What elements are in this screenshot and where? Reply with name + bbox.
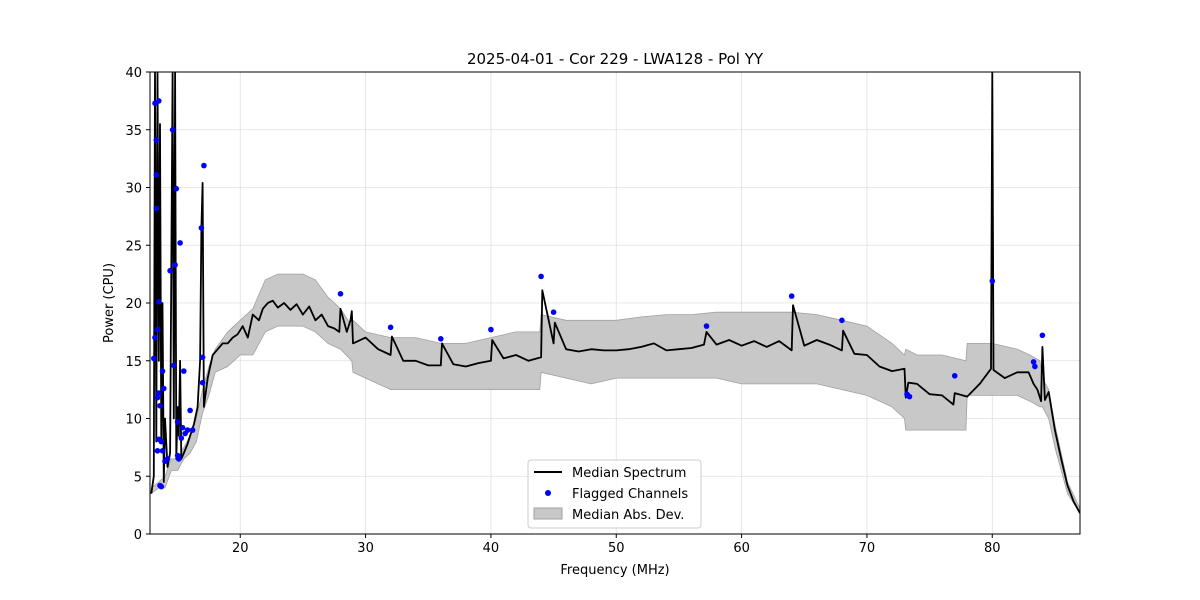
plot-area: [150, 72, 1080, 514]
y-axis-label: Power (CPU): [102, 263, 117, 343]
legend-label-flagged: Flagged Channels: [572, 487, 688, 502]
x-tick-label: 50: [608, 541, 625, 556]
flagged-channel-point: [198, 225, 205, 231]
legend: Median Spectrum Flagged Channels Median …: [527, 459, 702, 529]
flagged-channel-point: [179, 424, 186, 431]
y-tick-label: 35: [125, 124, 142, 139]
flagged-channel-point: [178, 435, 185, 441]
y-tick-label: 30: [125, 182, 142, 197]
flagged-channel-point: [187, 407, 193, 414]
x-tick-label: 40: [483, 541, 500, 556]
flagged-channel-point: [788, 293, 795, 299]
flagged-channel-point: [161, 385, 167, 392]
flagged-channel-point: [154, 448, 161, 454]
flagged-channel-point: [199, 354, 206, 361]
flagged-channel-point: [176, 456, 182, 462]
flagged-channel-point: [201, 162, 207, 169]
flagged-channel-point: [157, 403, 163, 409]
y-tick-label: 20: [125, 297, 142, 312]
x-tick-label: 30: [357, 541, 374, 556]
y-tick-label: 15: [125, 355, 142, 370]
y-tick-label: 0: [134, 528, 142, 543]
flagged-channel-point: [906, 393, 913, 400]
x-axis-label: Frequency (MHz): [560, 563, 669, 578]
legend-label-median: Median Spectrum: [572, 466, 686, 481]
flagged-channel-point: [174, 419, 181, 425]
flagged-channel-point: [156, 299, 162, 305]
x-tick-label: 60: [733, 541, 750, 556]
flagged-channel-point: [169, 127, 176, 133]
x-tick-label: 80: [984, 541, 1001, 556]
flagged-channel-point: [154, 326, 161, 333]
flagged-channel-point: [173, 185, 180, 192]
flagged-channel-point: [151, 355, 157, 362]
flagged-channel-point: [167, 267, 173, 274]
mad-band: [150, 273, 1080, 514]
flagged-channel-point: [189, 427, 196, 433]
flagged-channel-point: [153, 137, 160, 143]
flagged-channel-point: [1039, 332, 1046, 339]
flagged-channel-point: [438, 336, 444, 342]
y-tick-label: 5: [134, 470, 142, 485]
flagged-channel-point: [158, 483, 165, 490]
legend-swatch-flagged: [545, 490, 551, 496]
flagged-channel-point: [951, 373, 958, 379]
y-tick-label: 10: [125, 413, 142, 428]
flagged-channel-point: [159, 368, 166, 374]
flagged-channel-point: [158, 438, 165, 445]
flagged-channel-point: [550, 309, 557, 316]
median-spectrum-line: [150, 72, 1080, 514]
flagged-channel-point: [337, 291, 344, 297]
flagged-channel-point: [159, 448, 166, 454]
legend-box: [527, 459, 702, 529]
x-tick-label: 70: [859, 541, 876, 556]
flagged-channel-point: [387, 324, 394, 331]
flagged-channel-point: [1030, 359, 1037, 365]
flagged-channel-point: [152, 334, 158, 341]
flagged-channel-point: [172, 262, 178, 268]
flagged-channel-point: [989, 278, 996, 284]
legend-swatch-mad: [533, 507, 563, 520]
flagged-channel-point: [1032, 363, 1038, 370]
flagged-channel-point: [156, 390, 162, 396]
flagged-channel-point: [199, 379, 206, 386]
flagged-channel-point: [154, 394, 161, 401]
y-tick-label: 40: [125, 66, 142, 81]
flagged-channel-point: [153, 205, 160, 212]
axis-ticks: 20 30 40 50 60 70 80 0 5 10 15 20 25 30 35 40: [125, 66, 1000, 556]
flagged-channel-point: [839, 317, 845, 324]
flagged-channel-point: [177, 240, 183, 246]
flagged-channel-point: [181, 368, 187, 374]
flagged-channel-point: [538, 273, 544, 280]
chart-title: 2025-04-01 - Cor 229 - LWA128 - Pol YY: [467, 50, 764, 68]
flagged-channel-point: [171, 362, 177, 369]
flagged-channel-point: [703, 323, 710, 329]
flagged-channel-point: [156, 98, 162, 104]
x-tick-label: 20: [232, 541, 249, 556]
flagged-channel-point: [488, 326, 494, 333]
flagged-channel-point: [184, 427, 191, 433]
flagged-channel-point: [153, 172, 160, 178]
flagged-channel-point: [164, 456, 171, 462]
y-tick-label: 25: [125, 239, 142, 254]
legend-label-mad: Median Abs. Dev.: [572, 508, 684, 523]
